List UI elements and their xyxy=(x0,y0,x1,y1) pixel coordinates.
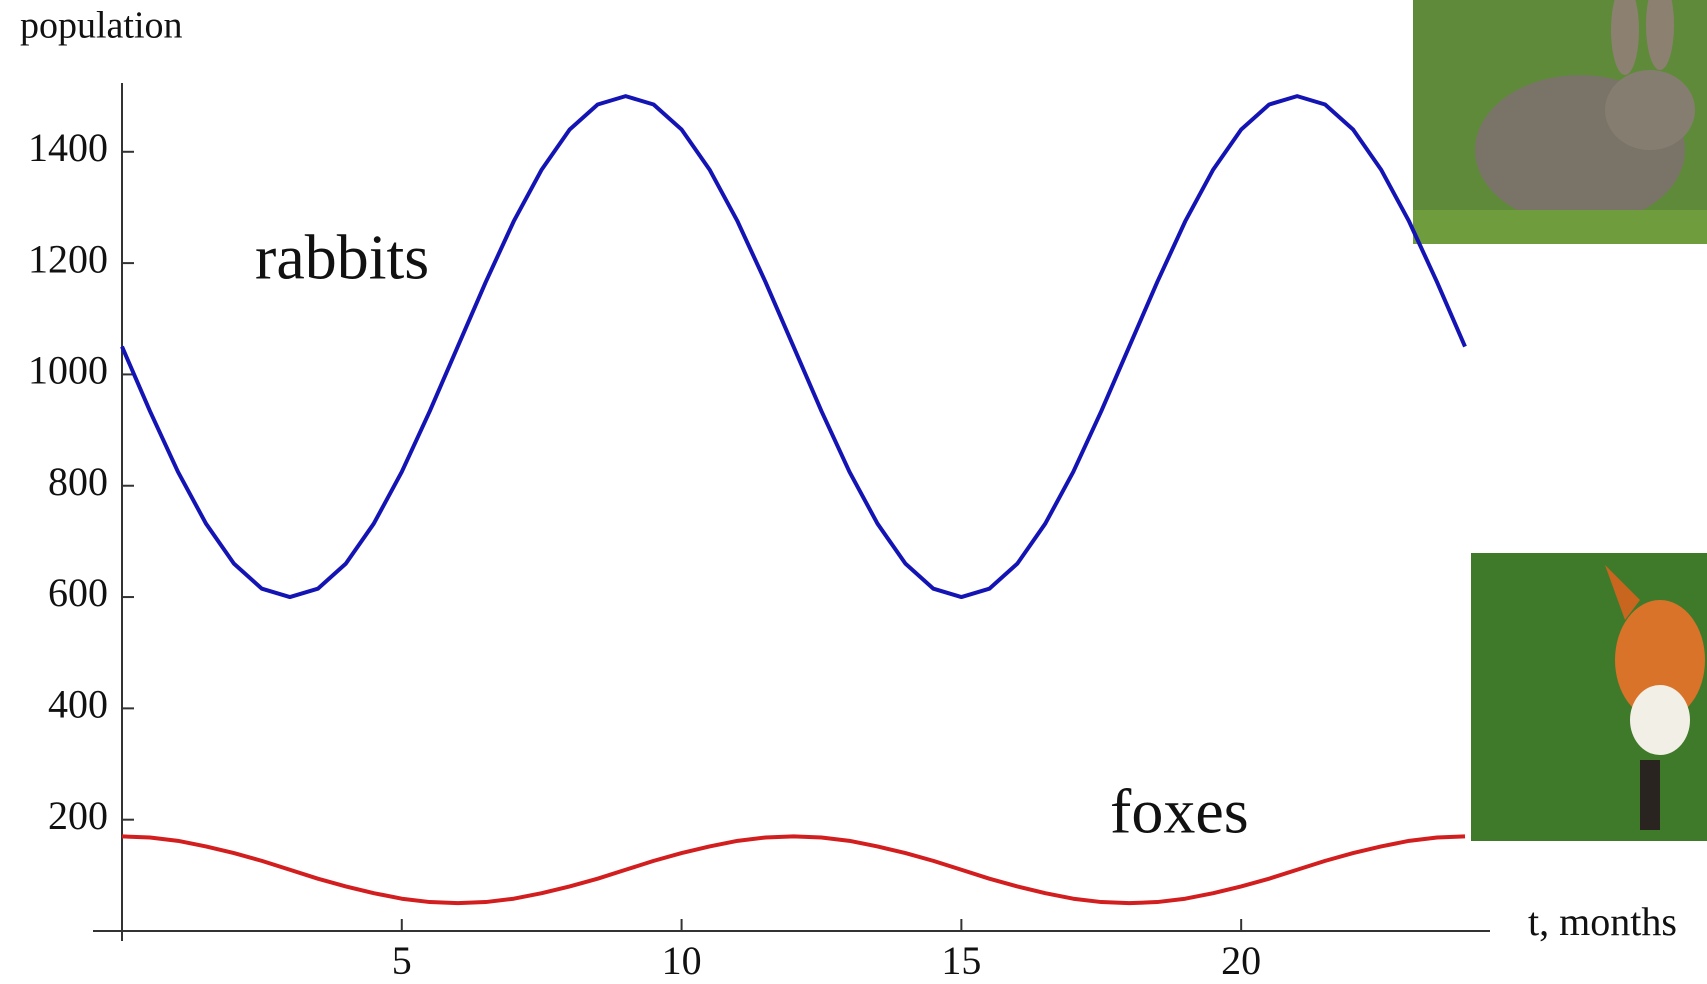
x-tick-label: 15 xyxy=(941,938,981,983)
y-tick-label: 800 xyxy=(48,459,108,504)
fox-photo xyxy=(1471,553,1707,841)
x-axis-label: t, months xyxy=(1528,899,1677,944)
annotation: foxes xyxy=(1110,776,1249,847)
y-tick-label: 200 xyxy=(48,793,108,838)
x-tick-label: 10 xyxy=(662,938,702,983)
y-tick-label: 400 xyxy=(48,682,108,727)
series-line xyxy=(121,834,1466,906)
y-tick-label: 1400 xyxy=(28,125,108,170)
y-tick-label: 1000 xyxy=(28,348,108,393)
series-line xyxy=(120,94,1467,600)
x-tick-label: 5 xyxy=(392,938,412,983)
y-tick-label: 1200 xyxy=(28,236,108,281)
annotation: rabbits xyxy=(255,222,429,293)
y-axis-label: population xyxy=(20,5,183,47)
y-tick-label: 600 xyxy=(48,570,108,615)
x-tick-label: 20 xyxy=(1221,938,1261,983)
rabbit-photo xyxy=(1413,0,1707,244)
